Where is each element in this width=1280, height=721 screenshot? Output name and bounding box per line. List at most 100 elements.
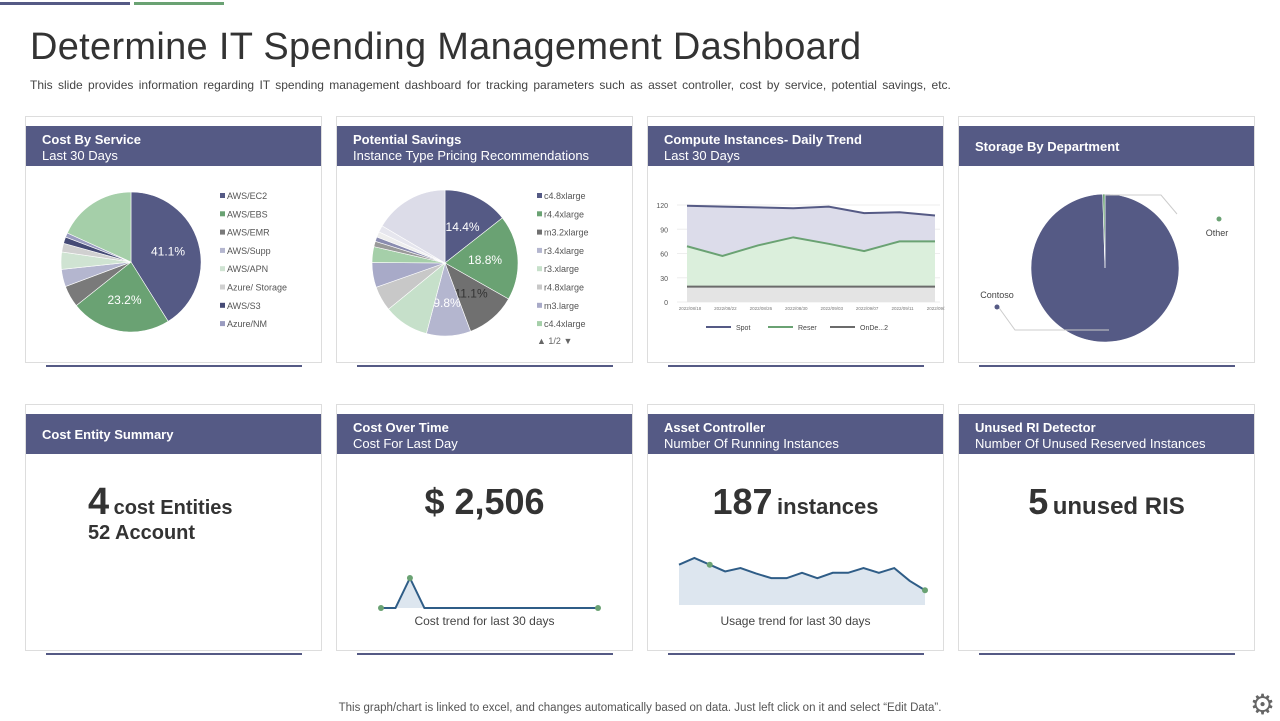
accent-bar — [0, 2, 130, 5]
sparkline-area — [381, 578, 598, 608]
card-subtitle: Last 30 Days — [42, 148, 118, 163]
unused-ri-card[interactable]: Unused RI Detector Number Of Unused Reser… — [958, 404, 1255, 651]
legend-label: m3.2xlarge — [544, 228, 589, 238]
cost-over-time-card[interactable]: Cost Over Time Cost For Last Day $ 2,506 … — [336, 404, 633, 651]
legend-label: m3.large — [544, 301, 579, 311]
series-area — [687, 286, 935, 302]
usage-sparkline — [678, 556, 928, 605]
card-title: Potential Savings — [353, 132, 462, 147]
legend-swatch — [537, 211, 542, 217]
pie-slice — [444, 189, 503, 264]
card-subtitle: Number Of Unused Reserved Instances — [975, 436, 1206, 451]
compute-instances-card[interactable]: Compute Instances- Daily Trend Last 30 Da… — [647, 116, 945, 363]
x-tick-label: 2022/09/07 — [856, 306, 879, 311]
series-line — [686, 236, 935, 257]
legend-label: c4.4xlarge — [544, 319, 586, 329]
legend-swatch — [537, 302, 542, 308]
card-title: Cost Over Time — [353, 420, 449, 435]
card-header: Storage By Department — [959, 126, 1254, 166]
divider — [979, 653, 1235, 655]
page-subtitle: This slide provides information regardin… — [30, 78, 951, 92]
divider — [46, 653, 302, 655]
pie-slice — [381, 189, 446, 264]
series-line — [686, 204, 936, 217]
accent-bar-green — [134, 2, 224, 5]
divider — [668, 365, 924, 367]
potential-savings-card[interactable]: Potential Savings Instance Type Pricing R… — [336, 116, 633, 363]
cost-by-service-pie[interactable]: 41.1% 23.2% AWS/EC2 AWS/EBS AWS/EMR AWS/Supp A… — [26, 172, 323, 362]
data-label: 9.8% — [433, 296, 461, 310]
card-title: Compute Instances- Daily Trend — [664, 132, 862, 147]
x-tick-label: 2022/08/22 — [714, 306, 737, 311]
gear-icon[interactable]: ⚙ — [1250, 689, 1276, 720]
cost-by-service-card[interactable]: Cost By Service Last 30 Days 41.1% 23.2% AW… — [25, 116, 322, 363]
x-tick-label: 2022/09/15 — [927, 306, 945, 311]
pie-slice — [444, 217, 519, 300]
legend-pager[interactable]: ▲ 1/2 ▼ — [537, 336, 573, 346]
x-tick-label: 2022/08/26 — [750, 306, 773, 311]
cost-entity-card[interactable]: Cost Entity Summary 4 cost Entities 52 A… — [25, 404, 322, 651]
legend-label: r3.xlarge — [544, 264, 579, 274]
slice-label: Contoso — [980, 290, 1014, 300]
instance-count: 187 — [712, 481, 773, 522]
sparkline-area — [679, 558, 925, 605]
legend-swatch — [220, 193, 225, 198]
card-title: Asset Controller — [664, 420, 766, 435]
data-label: 14.4% — [446, 220, 480, 234]
data-label: 18.8% — [468, 253, 502, 267]
legend-label: Azure/ Storage — [227, 283, 287, 293]
legend-label: r3.4xlarge — [544, 246, 584, 256]
card-header: Unused RI Detector Number Of Unused Reser… — [959, 414, 1254, 454]
divider — [357, 365, 613, 367]
entity-label: cost Entities — [113, 497, 233, 519]
sparkline-marker — [922, 587, 928, 594]
legend-label: OnDe...2 — [860, 325, 888, 332]
compute-trend-chart[interactable]: 0 30 60 90 120 2022/08/18 2022/08/22 2022/08/26… — [648, 172, 945, 362]
entity-count: 4 — [88, 481, 110, 523]
legend-label: r4.4xlarge — [544, 209, 584, 219]
legend-swatch — [537, 193, 542, 198]
storage-pie[interactable]: Other Contoso — [959, 172, 1256, 362]
label-dot — [994, 304, 1000, 310]
legend-label: AWS/S3 — [227, 301, 261, 311]
card-header: Compute Instances- Daily Trend Last 30 Da… — [648, 126, 943, 166]
legend-label: Spot — [736, 325, 750, 332]
x-tick-label: 2022/08/30 — [785, 306, 808, 311]
asset-controller-card[interactable]: Asset Controller Number Of Running Instan… — [647, 404, 944, 651]
pie-slice — [75, 261, 169, 333]
account-count: 52 Account — [88, 522, 196, 544]
potential-savings-pie[interactable]: 14.4% 18.8% 11.1%9.8% c4.8xlarge r4.4xlarge m… — [337, 172, 634, 362]
card-header: Asset Controller Number Of Running Instan… — [648, 414, 943, 454]
legend-label: Azure/NM — [227, 319, 267, 329]
sparkline-marker — [378, 605, 384, 611]
legend-label: r4.8xlarge — [544, 283, 584, 293]
legend-label: AWS/EC2 — [227, 191, 267, 201]
card-title: Cost Entity Summary — [42, 427, 174, 442]
data-label: 41.1% — [151, 244, 185, 258]
sparkline — [678, 556, 926, 592]
unused-unit: unused RIS — [1052, 493, 1185, 520]
card-header: Cost Entity Summary — [26, 414, 321, 454]
divider — [979, 365, 1235, 367]
y-tick-label: 60 — [660, 252, 668, 259]
instance-unit: instances — [777, 494, 879, 519]
y-tick-label: 0 — [664, 300, 668, 307]
legend-swatch — [537, 266, 542, 272]
legend-swatch — [220, 211, 225, 217]
legend-label: AWS/APN — [227, 264, 268, 274]
leader-line — [996, 304, 1109, 331]
legend-swatch — [537, 284, 542, 290]
pie-slice — [66, 191, 132, 263]
page-title: Determine IT Spending Management Dashboa… — [30, 26, 862, 68]
card-title: Cost By Service — [42, 132, 141, 147]
card-subtitle: Last 30 Days — [664, 148, 740, 163]
legend-label: Reser — [798, 325, 817, 332]
x-tick-label: 2022/08/18 — [679, 306, 702, 311]
legend-swatch — [220, 266, 225, 272]
unused-count: 5 — [1028, 481, 1049, 522]
legend-swatch — [220, 284, 225, 290]
data-label: 11.1% — [455, 287, 488, 301]
y-tick-label: 120 — [656, 203, 668, 210]
card-header: Cost Over Time Cost For Last Day — [337, 414, 632, 454]
storage-card[interactable]: Storage By Department Other Contoso — [958, 116, 1255, 363]
